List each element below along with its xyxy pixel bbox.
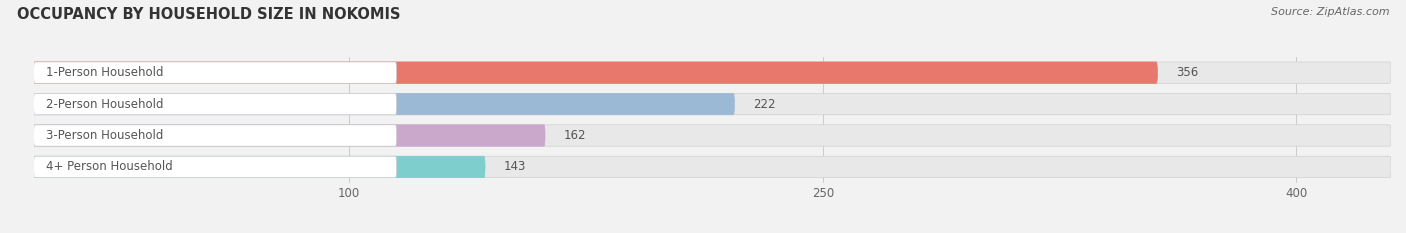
Text: 4+ Person Household: 4+ Person Household bbox=[46, 160, 173, 173]
Text: 356: 356 bbox=[1177, 66, 1198, 79]
FancyBboxPatch shape bbox=[34, 62, 396, 83]
Text: Source: ZipAtlas.com: Source: ZipAtlas.com bbox=[1271, 7, 1389, 17]
FancyBboxPatch shape bbox=[34, 62, 1157, 83]
FancyBboxPatch shape bbox=[34, 125, 546, 146]
FancyBboxPatch shape bbox=[34, 156, 396, 178]
FancyBboxPatch shape bbox=[34, 93, 734, 115]
FancyBboxPatch shape bbox=[34, 62, 1391, 83]
FancyBboxPatch shape bbox=[34, 93, 396, 115]
Text: 222: 222 bbox=[754, 98, 776, 111]
Text: 2-Person Household: 2-Person Household bbox=[46, 98, 163, 111]
Text: 1-Person Household: 1-Person Household bbox=[46, 66, 163, 79]
FancyBboxPatch shape bbox=[34, 93, 1391, 115]
FancyBboxPatch shape bbox=[34, 156, 1391, 178]
FancyBboxPatch shape bbox=[34, 125, 1391, 146]
Text: 162: 162 bbox=[564, 129, 586, 142]
FancyBboxPatch shape bbox=[34, 156, 485, 178]
FancyBboxPatch shape bbox=[34, 125, 396, 146]
Text: 3-Person Household: 3-Person Household bbox=[46, 129, 163, 142]
Text: 143: 143 bbox=[503, 160, 526, 173]
Text: OCCUPANCY BY HOUSEHOLD SIZE IN NOKOMIS: OCCUPANCY BY HOUSEHOLD SIZE IN NOKOMIS bbox=[17, 7, 401, 22]
